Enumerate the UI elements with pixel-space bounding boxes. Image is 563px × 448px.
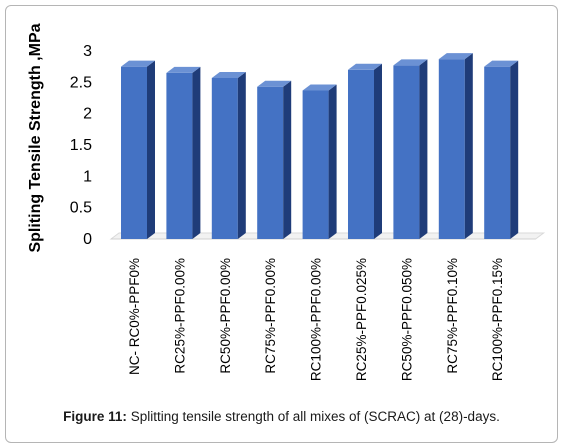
bar-front [438,59,465,239]
bar [166,66,201,239]
bar-top [302,84,337,91]
bar [211,71,246,240]
bar [438,53,473,239]
x-tick-label: RC100%-PPF0.00% [309,258,324,381]
bar-side [374,63,382,239]
y-tick-label: 3 [83,43,92,60]
bar-side [419,59,428,240]
bar-side [192,66,201,239]
bar-front [257,86,284,239]
figure-caption: Figure 11: Splitting tensile strength of… [0,409,563,424]
bar-side [283,80,292,239]
bar-series [121,53,519,240]
bar-top [211,71,246,78]
bar-side [147,60,155,239]
x-tick-label: NC- RC0%-PPF0% [127,258,142,375]
caption-text: Splitting tensile strength of all mixes … [126,409,500,424]
bar [121,60,155,240]
bar-front [393,65,420,239]
y-axis: 0 0.5 1 1.5 2 2.5 3 [70,43,92,248]
bar [302,84,337,239]
bar [348,63,382,239]
bar-top [257,80,292,87]
bar-front [211,77,238,240]
bar-top [438,53,473,60]
bar-side [464,53,473,239]
y-tick-label: 1 [83,168,92,185]
x-tick-label: RC50%-PPF0.050% [399,258,414,381]
x-tick-label: RC25%-PPF0.00% [172,258,187,374]
x-tick-label: RC75%-PPF0.00% [263,258,278,374]
bar-top [348,63,382,70]
bar [257,80,292,239]
x-tick-labels: NC- RC0%-PPF0% RC25%-PPF0.00% RC50%-PPF0.0… [127,258,505,381]
bar-side [328,84,337,239]
x-tick-label: RC50%-PPF0.00% [218,258,233,374]
bar-top [121,60,155,67]
bar [393,59,428,240]
bar [484,60,519,240]
bar-front [302,90,329,239]
y-tick-label: 0.5 [70,200,92,217]
y-tick-label: 2.5 [70,74,92,91]
y-tick-label: 1.5 [70,137,92,154]
bar-top [393,59,428,66]
bar-top [484,60,519,67]
bar-front [484,66,511,240]
x-tick-label: RC100%-PPF0.15% [490,258,505,381]
x-tick-label: RC75%-PPF0.10% [445,258,460,374]
caption-label: Figure 11: [63,409,127,424]
bar-side [510,60,519,239]
bar-front [121,66,147,240]
x-tick-label: RC25%-PPF0.025% [354,258,369,381]
bar-side [237,71,246,239]
y-tick-label: 0 [83,231,92,248]
bar-top [166,66,201,73]
bar-front [348,69,374,239]
y-axis-label: Spliting Tensile Strength ,MPa [27,23,44,252]
y-tick-label: 2 [83,106,92,123]
bar-front [166,72,193,239]
